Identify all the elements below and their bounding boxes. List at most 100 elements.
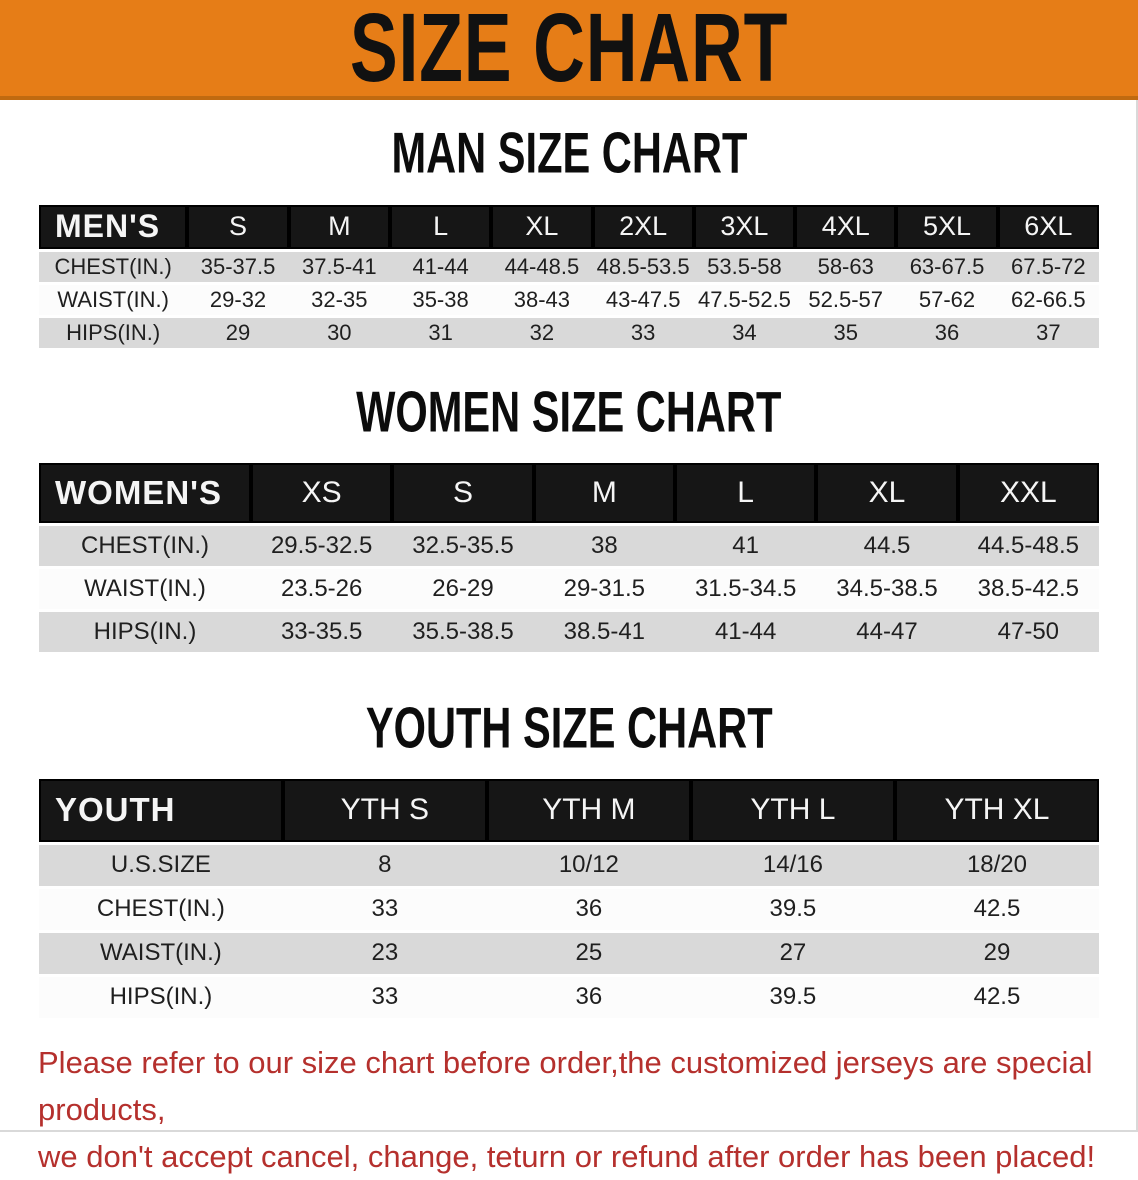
table-row: WAIST(IN.) 23 25 27 29 <box>39 931 1099 975</box>
table-header-row: MEN'S S M L XL 2XL 3XL 4XL 5XL 6XL <box>39 205 1099 250</box>
youth-section-heading: YOUTH SIZE CHART <box>365 697 773 761</box>
row-label: U.S.SIZE <box>110 851 211 878</box>
row-label: HIPS(IN.) <box>93 618 197 645</box>
table-group-label: YOUTH <box>39 779 283 843</box>
row-label: WAIST(IN.) <box>100 939 222 966</box>
women-size-section: WOMEN SIZE CHART WOMEN'S XS S M L XL XXL CHEST(… <box>0 380 1138 656</box>
col-header: L <box>674 462 817 525</box>
col-header: S <box>187 205 289 250</box>
size-cell: 36 <box>575 983 603 1010</box>
size-cell: 63-67.5 <box>909 253 985 279</box>
men-section-heading: MAN SIZE CHART <box>391 122 747 186</box>
banner: SIZE CHART <box>0 0 1138 100</box>
col-header: XL <box>491 205 593 250</box>
col-header: YTH XL <box>894 779 1099 843</box>
size-cell: 38 <box>590 532 618 559</box>
table-row: U.S.SIZE 8 10/12 14/16 18/20 <box>39 843 1099 887</box>
size-cell: 8 <box>378 851 392 878</box>
size-cell: 57-62 <box>918 286 976 312</box>
size-cell: 41 <box>732 532 759 559</box>
col-header: XS <box>251 462 393 525</box>
size-cell: 41-44 <box>714 618 777 645</box>
table-row: WAIST(IN.) 23.5-26 26-29 29-31.5 31.5-34.5 34… <box>39 567 1099 611</box>
row-label: CHEST(IN.) <box>96 895 225 922</box>
row-label: CHEST(IN.) <box>54 253 172 279</box>
table-row: HIPS(IN.) 33-35.5 35.5-38.5 38.5-41 41-44 44-… <box>39 610 1099 654</box>
row-label: WAIST(IN.) <box>84 575 206 602</box>
size-cell: 38-43 <box>513 286 571 312</box>
table-group-label: MEN'S <box>39 205 188 250</box>
size-cell: 39.5 <box>769 983 817 1010</box>
col-header: 4XL <box>795 205 897 250</box>
disclaimer-line-2: we don't accept cancel, change, teturn o… <box>38 1138 1096 1174</box>
size-cell: 44.5-48.5 <box>977 532 1080 559</box>
size-cell: 44-47 <box>856 618 918 645</box>
size-cell: 41-44 <box>412 253 469 279</box>
size-cell: 33 <box>371 895 399 922</box>
size-cell: 31.5-34.5 <box>694 575 797 602</box>
size-cell: 30 <box>327 319 352 345</box>
size-cell: 26-29 <box>432 575 494 602</box>
row-label: HIPS(IN.) <box>109 983 213 1010</box>
size-cell: 47.5-52.5 <box>697 286 791 312</box>
men-size-section: MAN SIZE CHART MEN'S S M L XL 2XL 3XL 4XL 5XL 6XL… <box>0 122 1138 351</box>
size-cell: 29 <box>225 319 251 345</box>
size-cell: 34.5-38.5 <box>836 575 938 602</box>
size-cell: 18/20 <box>966 851 1027 878</box>
size-cell: 38.5-42.5 <box>977 575 1080 602</box>
size-cell: 47-50 <box>997 618 1060 645</box>
col-header: S <box>392 462 534 525</box>
col-header: YTH S <box>282 779 487 843</box>
size-cell: 29 <box>983 939 1011 966</box>
size-cell: 33 <box>371 983 399 1010</box>
col-header: 2XL <box>592 205 694 250</box>
col-header: M <box>288 205 390 250</box>
size-cell: 23.5-26 <box>280 575 363 602</box>
col-header: YTH M <box>486 779 691 843</box>
size-cell: 32 <box>529 319 555 345</box>
size-cell: 29-31.5 <box>563 575 646 602</box>
size-cell: 67.5-72 <box>1011 253 1086 279</box>
size-cell: 42.5 <box>973 895 1021 922</box>
table-row: HIPS(IN.) 33 36 39.5 42.5 <box>39 975 1099 1019</box>
size-cell: 33-35.5 <box>280 618 363 645</box>
youth-size-table: YOUTH YTH S YTH M YTH L YTH XL U.S.SIZE 8 10/12… <box>39 779 1099 1021</box>
size-cell: 31 <box>428 319 453 345</box>
size-cell: 14/16 <box>762 851 823 878</box>
size-cell: 38.5-41 <box>563 618 646 645</box>
table-row: WAIST(IN.) 29-32 32-35 35-38 38-43 43-47.5 47.… <box>39 283 1099 316</box>
size-cell: 53.5-58 <box>707 253 782 279</box>
table-group-label: WOMEN'S <box>39 462 251 525</box>
men-size-table: MEN'S S M L XL 2XL 3XL 4XL 5XL 6XL CHEST(IN.) 35-37… <box>39 205 1099 351</box>
size-cell: 25 <box>575 939 603 966</box>
size-cell: 35-37.5 <box>200 253 276 279</box>
size-cell: 44.5 <box>863 532 911 559</box>
row-label: WAIST(IN.) <box>57 286 169 312</box>
row-label: CHEST(IN.) <box>81 532 209 559</box>
page-title: SIZE CHART <box>288 0 850 97</box>
size-cell: 29-32 <box>209 286 267 312</box>
disclaimer-line-1: Please refer to our size chart before or… <box>38 1044 1093 1127</box>
size-cell: 36 <box>934 319 960 345</box>
youth-size-section: YOUTH SIZE CHART YOUTH YTH S YTH M YTH L YTH… <box>0 697 1138 1021</box>
size-cell: 34 <box>732 319 757 345</box>
col-header: 6XL <box>997 205 1099 250</box>
row-label: HIPS(IN.) <box>66 319 161 345</box>
size-cell: 29.5-32.5 <box>270 532 373 559</box>
col-header: XXL <box>957 462 1099 525</box>
table-header-row: YOUTH YTH S YTH M YTH L YTH XL <box>39 779 1099 843</box>
size-cell: 27 <box>779 939 807 966</box>
size-cell: 58-63 <box>817 253 874 279</box>
size-cell: 33 <box>630 319 656 345</box>
size-cell: 37.5-41 <box>302 253 377 279</box>
table-header-row: WOMEN'S XS S M L XL XXL <box>39 462 1099 525</box>
size-cell: 23 <box>371 939 399 966</box>
size-cell: 44-48.5 <box>504 253 580 279</box>
size-cell: 62-66.5 <box>1011 286 1086 312</box>
women-section-heading: WOMEN SIZE CHART <box>356 380 782 445</box>
col-header: L <box>389 205 492 250</box>
table-row: HIPS(IN.) 29 30 31 32 33 34 35 36 37 <box>39 316 1099 349</box>
size-cell: 39.5 <box>769 895 817 922</box>
size-cell: 32-35 <box>311 286 368 312</box>
